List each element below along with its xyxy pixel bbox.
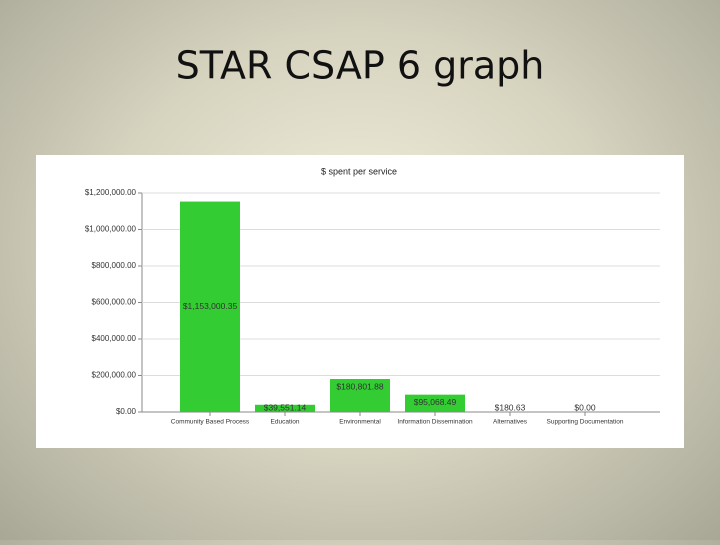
y-tick-label: $1,200,000.00 [85, 188, 137, 197]
value-label: $1,153,000.35 [183, 301, 238, 311]
slide-title: STAR CSAP 6 graph [176, 44, 545, 88]
x-tick-label: Supporting Documentation [547, 419, 624, 426]
y-tick-label: $200,000.00 [92, 371, 137, 380]
value-label: $39,551.14 [264, 402, 307, 412]
x-tick-label: Alternatives [493, 419, 528, 426]
y-tick-label: $0.00 [116, 407, 137, 416]
value-label: $0.00 [574, 402, 596, 412]
y-tick-label: $600,000.00 [92, 298, 137, 307]
y-tick-label: $400,000.00 [92, 334, 137, 343]
x-tick-label: Education [271, 419, 300, 426]
x-tick-label: Information Dissemination [397, 419, 473, 426]
value-label: $180,801.88 [336, 381, 384, 391]
value-label: $95,068.49 [414, 397, 457, 407]
x-tick-label: Community Based Process [171, 419, 250, 426]
x-tick-label: Environmental [339, 419, 381, 426]
chart-title: $ spent per service [321, 166, 397, 176]
y-tick-label: $800,000.00 [92, 261, 137, 270]
y-tick-label: $1,000,000.00 [85, 225, 137, 234]
value-label: $180.63 [495, 402, 526, 412]
